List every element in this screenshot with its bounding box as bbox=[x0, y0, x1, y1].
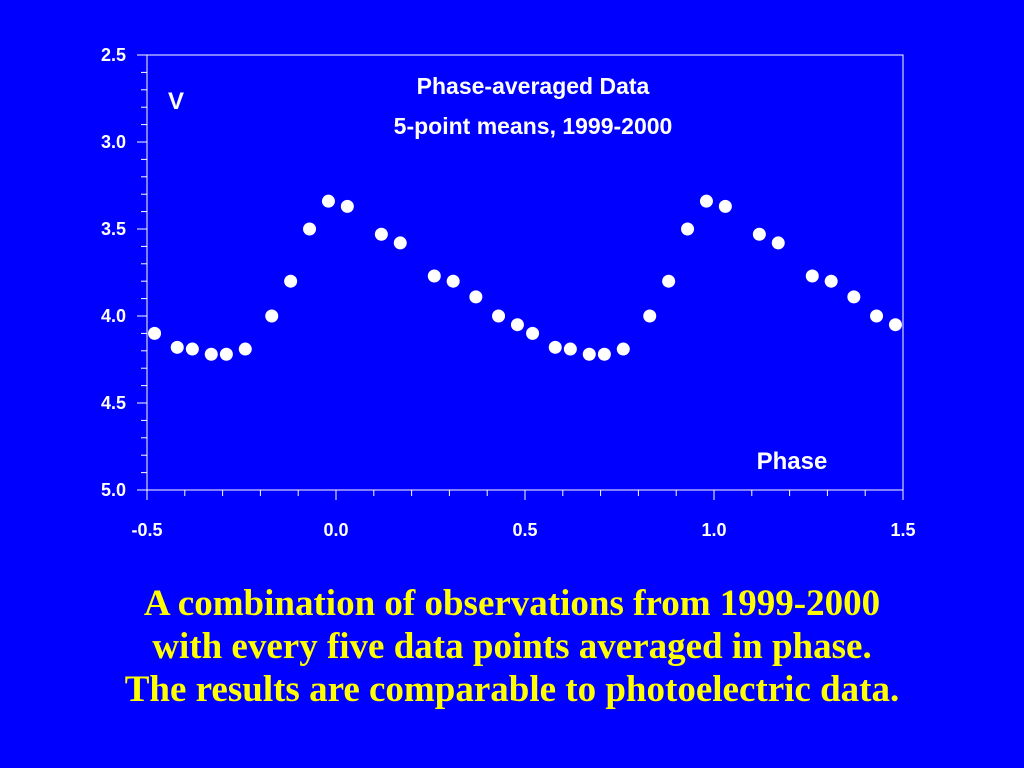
y-tick-label: 4.5 bbox=[101, 393, 126, 413]
data-point bbox=[643, 309, 657, 323]
data-point bbox=[170, 340, 184, 354]
data-points bbox=[148, 194, 902, 361]
data-point bbox=[888, 318, 902, 332]
data-point bbox=[597, 347, 611, 361]
chart: -0.5 0.0 0.5 1.0 1.5 2.5 3.0 3.5 4.0 4.5 5.0 Phas… bbox=[101, 45, 916, 540]
caption-line-3: The results are comparable to photoelect… bbox=[124, 669, 900, 710]
data-point bbox=[393, 236, 407, 250]
data-point bbox=[563, 342, 577, 356]
data-point bbox=[303, 222, 317, 236]
data-point bbox=[469, 290, 483, 304]
y-tick-label: 3.0 bbox=[101, 132, 126, 152]
chart-title-line-2: 5-point means, 1999-2000 bbox=[394, 113, 673, 139]
data-point bbox=[185, 342, 199, 356]
chart-title-line-1: Phase-averaged Data bbox=[417, 73, 650, 99]
data-point bbox=[752, 227, 766, 241]
caption-line-2: with every five data points averaged in … bbox=[152, 626, 872, 667]
data-point bbox=[427, 269, 441, 283]
caption: A combination of observations from 1999-… bbox=[0, 582, 1024, 711]
data-point bbox=[204, 347, 218, 361]
data-point bbox=[847, 290, 861, 304]
y-axis-label: V bbox=[168, 88, 184, 115]
data-point bbox=[526, 326, 540, 340]
y-tick-label: 4.0 bbox=[101, 306, 126, 326]
caption-line-1: A combination of observations from 1999-… bbox=[143, 583, 881, 624]
data-point bbox=[582, 347, 596, 361]
data-point bbox=[771, 236, 785, 250]
x-axis-ticks: -0.5 0.0 0.5 1.0 1.5 bbox=[131, 490, 916, 540]
y-tick-label: 5.0 bbox=[101, 480, 126, 500]
data-point bbox=[699, 194, 713, 208]
data-point bbox=[510, 318, 524, 332]
data-point bbox=[238, 342, 252, 356]
x-tick-label: 1.0 bbox=[701, 520, 726, 540]
data-point bbox=[374, 227, 388, 241]
data-point bbox=[321, 194, 335, 208]
data-point bbox=[219, 347, 233, 361]
x-tick-label: 0.0 bbox=[323, 520, 348, 540]
data-point bbox=[662, 274, 676, 288]
data-point bbox=[265, 309, 279, 323]
x-tick-label: 1.5 bbox=[890, 520, 915, 540]
y-tick-label: 2.5 bbox=[101, 45, 126, 65]
y-axis-ticks: 2.5 3.0 3.5 4.0 4.5 5.0 bbox=[101, 45, 147, 500]
data-point bbox=[340, 199, 354, 213]
data-point bbox=[805, 269, 819, 283]
y-tick-label: 3.5 bbox=[101, 219, 126, 239]
x-axis-label: Phase bbox=[757, 448, 828, 475]
data-point bbox=[718, 199, 732, 213]
x-tick-label: -0.5 bbox=[131, 520, 162, 540]
data-point bbox=[284, 274, 298, 288]
x-tick-label: 0.5 bbox=[512, 520, 537, 540]
data-point bbox=[616, 342, 630, 356]
data-point bbox=[870, 309, 884, 323]
data-point bbox=[824, 274, 838, 288]
data-point bbox=[548, 340, 562, 354]
data-point bbox=[148, 326, 162, 340]
data-point bbox=[446, 274, 460, 288]
data-point bbox=[681, 222, 695, 236]
data-point bbox=[492, 309, 506, 323]
